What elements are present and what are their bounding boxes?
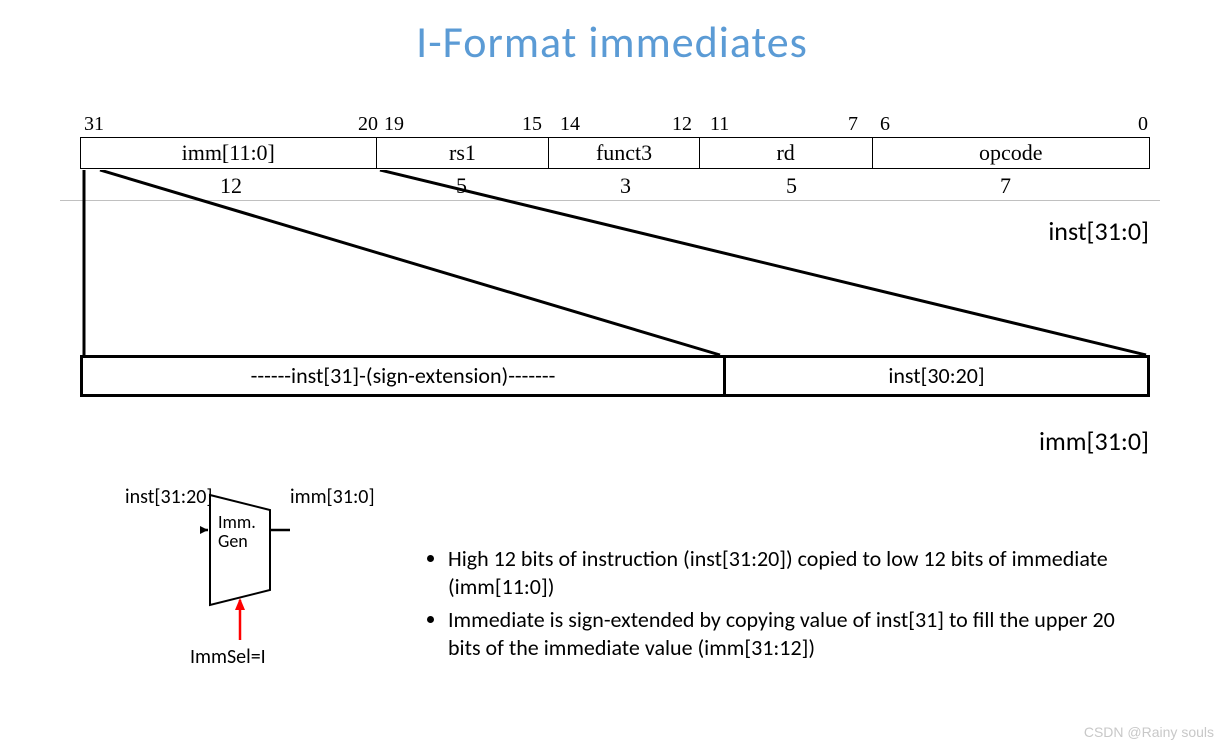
- field-imm: imm[11:0]: [81, 138, 377, 169]
- page-title: I-Format immediates: [0, 15, 1224, 69]
- bit-14: 14: [560, 113, 580, 136]
- immgen-text: Imm.Gen: [218, 513, 256, 551]
- field-opcode: opcode: [872, 138, 1149, 169]
- immgen-select-label: ImmSel=I: [190, 645, 266, 669]
- width-5b: 5: [786, 173, 797, 199]
- bit-31: 31: [84, 113, 104, 136]
- immgen-output-label: imm[31:0]: [290, 485, 375, 509]
- bullet-1: High 12 bits of instruction (inst[31:20]…: [448, 545, 1140, 600]
- width-7: 7: [1000, 173, 1011, 199]
- bit-15: 15: [522, 113, 542, 136]
- bit-12: 12: [672, 113, 692, 136]
- width-5a: 5: [456, 173, 467, 199]
- bit-11: 11: [710, 113, 729, 136]
- width-12: 12: [220, 173, 242, 199]
- bit-6: 6: [880, 113, 890, 136]
- field-rs1: rs1: [376, 138, 549, 169]
- bullet-2: Immediate is sign-extended by copying va…: [448, 606, 1140, 661]
- watermark: CSDN @Rainy souls: [1084, 724, 1214, 740]
- bit-20: 20: [358, 113, 378, 136]
- imm-result-box: ------inst[31]-(sign-extension)------- i…: [80, 355, 1150, 397]
- field-funct3: funct3: [549, 138, 699, 169]
- explanation-bullets: High 12 bits of instruction (inst[31:20]…: [420, 545, 1140, 667]
- imm-sign-ext: ------inst[31]-(sign-extension)-------: [80, 355, 723, 397]
- field-rd: rd: [699, 138, 872, 169]
- inst-label: inst[31:0]: [1048, 215, 1149, 247]
- divider-line: [60, 200, 1160, 201]
- imm-label: imm[31:0]: [1039, 425, 1149, 457]
- immgen-shape: [200, 485, 290, 645]
- bit-7: 7: [848, 113, 858, 136]
- bit-0: 0: [1138, 113, 1148, 136]
- width-3: 3: [620, 173, 631, 199]
- instruction-format-table: imm[11:0] rs1 funct3 rd opcode: [80, 137, 1150, 169]
- bit-19: 19: [384, 113, 404, 136]
- immgen-block: inst[31:20] imm[31:0] Imm.Gen ImmSel=I: [130, 485, 390, 685]
- imm-low-bits: inst[30:20]: [723, 355, 1150, 397]
